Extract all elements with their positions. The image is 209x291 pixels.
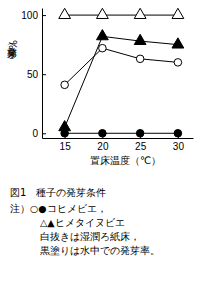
y-tick-label: 50 bbox=[27, 69, 39, 80]
y-tick: 50 bbox=[27, 69, 46, 80]
y-tick-mark bbox=[42, 133, 46, 134]
caption-note: 注）○●コヒメビエ， bbox=[10, 203, 107, 214]
x-axis-title: 置床温度（℃） bbox=[90, 155, 161, 166]
y-tick: 100 bbox=[21, 10, 46, 21]
x-tick-label: 30 bbox=[173, 141, 185, 152]
y-axis-title: 発芽率（%） bbox=[7, 40, 18, 59]
series-marker bbox=[59, 8, 71, 18]
y-tick-label: 0 bbox=[32, 128, 38, 139]
y-tick-label: 100 bbox=[21, 10, 38, 21]
chart: 15 20 25 30 0 50 100 置床温度（℃） 発芽率（%） 図1 種子の発芽条件注）○… bbox=[0, 0, 209, 291]
series-marker bbox=[99, 129, 107, 137]
series-marker bbox=[174, 59, 182, 67]
series-marker bbox=[97, 8, 109, 18]
caption-note: △▲ヒメタイヌビエ bbox=[40, 217, 125, 228]
series-marker bbox=[172, 8, 184, 18]
series-marker bbox=[99, 44, 107, 52]
y-tick-mark bbox=[42, 15, 46, 16]
series-marker bbox=[172, 38, 184, 48]
series-line bbox=[65, 133, 178, 134]
series-marker bbox=[61, 81, 69, 89]
series-line bbox=[65, 48, 178, 85]
x-tick-label: 15 bbox=[60, 141, 72, 152]
series-marker bbox=[136, 55, 144, 63]
x-tick-label: 20 bbox=[97, 141, 109, 152]
y-tick: 0 bbox=[32, 128, 46, 139]
series-line bbox=[65, 36, 178, 127]
series-line bbox=[65, 15, 178, 16]
series-marker bbox=[97, 30, 109, 40]
y-axis: 0 50 100 bbox=[21, 9, 46, 139]
series-marker bbox=[134, 8, 146, 18]
series-marker bbox=[136, 129, 144, 137]
series-marker bbox=[174, 129, 182, 137]
title: 図1 種子の発芽条件 bbox=[10, 187, 106, 198]
caption-note: 黒塗りは水中での発芽率。 bbox=[40, 245, 160, 256]
plot-area bbox=[59, 8, 184, 137]
y-axis-line bbox=[42, 9, 43, 139]
series-marker bbox=[134, 34, 146, 44]
series-marker bbox=[59, 121, 71, 131]
y-tick-mark bbox=[42, 74, 46, 75]
caption-note: 白抜きは湿潤ろ紙床， bbox=[40, 231, 140, 242]
x-tick-label: 25 bbox=[135, 141, 147, 152]
x-axis-line bbox=[43, 138, 194, 139]
